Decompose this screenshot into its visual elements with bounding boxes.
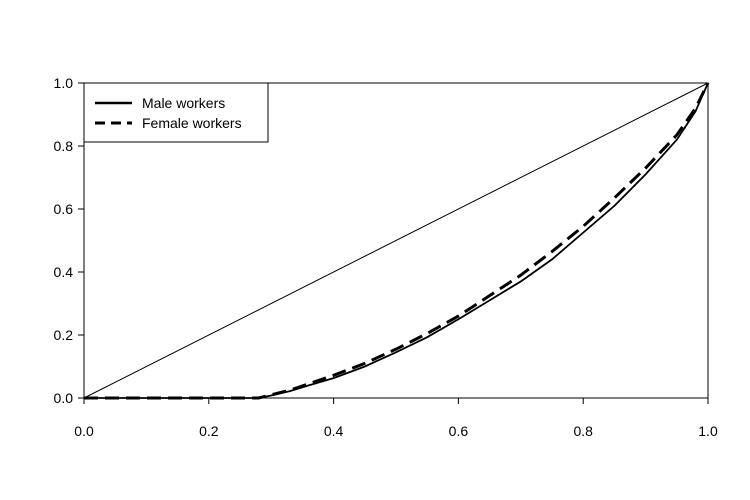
y-tick-label: 0.4 (54, 264, 74, 280)
x-tick-label: 0.8 (573, 423, 593, 439)
y-tick-label: 0.6 (54, 201, 74, 217)
y-tick-label: 0.8 (54, 138, 74, 154)
legend-label-female: Female workers (142, 115, 242, 131)
x-tick-label: 1.0 (698, 423, 718, 439)
x-axis: 0.0 0.2 0.4 0.6 0.8 1.0 (74, 398, 718, 439)
x-tick-label: 0.2 (199, 423, 219, 439)
series-line-female (84, 82, 710, 400)
series-layer (84, 82, 710, 400)
series-line-male (84, 82, 709, 399)
equality-reference-line (83, 82, 709, 399)
x-tick-label: 0.0 (74, 423, 94, 439)
y-axis: 0.0 0.2 0.4 0.6 0.8 1.0 (54, 75, 84, 406)
legend-box (83, 82, 269, 143)
legend: Male workers Female workers (83, 82, 269, 143)
x-tick-label: 0.4 (324, 423, 344, 439)
y-tick-label: 1.0 (54, 75, 74, 91)
plot-frame (83, 82, 709, 399)
x-tick-label: 0.6 (449, 423, 469, 439)
y-tick-label: 0.2 (54, 327, 74, 343)
y-tick-label: 0.0 (54, 390, 74, 406)
legend-label-male: Male workers (142, 95, 225, 111)
